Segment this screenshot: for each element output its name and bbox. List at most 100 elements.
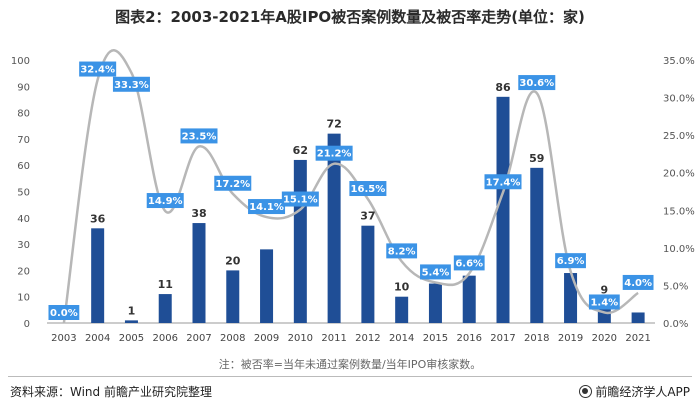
chart-title: 图表2：2003-2021年A股IPO被否案例数量及被否率走势(单位：家) <box>115 8 585 26</box>
bar-value-label: 9 <box>601 283 609 296</box>
x-axis-tick-label: 2019 <box>558 333 583 344</box>
rate-label-box <box>180 128 218 144</box>
rate-value-label: 14.1% <box>249 202 284 213</box>
rate-label-box <box>315 145 353 161</box>
x-axis-tick-label: 2004 <box>85 333 110 344</box>
rate-line <box>62 49 639 324</box>
bar-value-label: 86 <box>495 81 511 94</box>
x-axis-tick-label: 2010 <box>288 333 313 344</box>
bar <box>564 273 578 323</box>
rate-label-box <box>248 199 286 215</box>
rate-value-label: 33.3% <box>114 80 149 91</box>
y2-axis-tick-label: 10.0% <box>663 244 695 255</box>
y-axis-tick-label: 0 <box>24 319 30 330</box>
rate-value-label: 15.1% <box>283 195 318 206</box>
x-axis-tick-label: 2018 <box>524 333 549 344</box>
x-axis-tick-label: 2016 <box>456 333 481 344</box>
bar <box>192 223 206 323</box>
x-axis-tick-label: 2008 <box>220 333 245 344</box>
footer-divider <box>8 376 692 377</box>
y-axis-tick-label: 60 <box>17 161 30 172</box>
rate-value-label: 6.6% <box>455 258 483 269</box>
rate-label-box <box>349 181 387 197</box>
rate-label-box <box>555 253 586 269</box>
bar-value-label: 72 <box>326 118 341 131</box>
rate-value-label: 32.4% <box>80 65 115 76</box>
y2-axis-tick-label: 20.0% <box>663 169 695 180</box>
y-axis-tick-label: 30 <box>17 240 30 251</box>
bar-value-label: 37 <box>360 210 375 223</box>
y-axis-tick-label: 40 <box>17 214 30 225</box>
y2-axis-tick-label: 30.0% <box>663 94 695 105</box>
rate-value-label: 21.2% <box>317 149 352 160</box>
rate-value-label: 16.5% <box>351 184 386 195</box>
x-axis-tick-label: 2017 <box>490 333 515 344</box>
bar <box>124 320 138 323</box>
rate-value-label: 0.0% <box>50 308 78 319</box>
bar-value-label: 1 <box>128 304 136 317</box>
rate-label-box <box>453 255 485 271</box>
x-axis-tick-label: 2009 <box>254 333 279 344</box>
bar <box>428 283 442 323</box>
y2-axis-tick-label: 5.0% <box>663 281 688 292</box>
rate-label-box <box>484 174 522 190</box>
rate-value-label: 17.4% <box>486 177 521 188</box>
rate-value-label: 17.2% <box>215 179 250 190</box>
x-axis-tick-label: 2015 <box>423 333 448 344</box>
rate-label-box <box>112 76 150 92</box>
rate-label-box <box>146 193 184 209</box>
brand: 前瞻经济学人APP <box>579 383 690 400</box>
x-axis-tick-label: 2012 <box>355 333 380 344</box>
x-axis-tick-label: 2011 <box>321 333 346 344</box>
bar <box>158 294 172 323</box>
rate-value-label: 1.4% <box>590 297 618 308</box>
y-axis-tick-label: 80 <box>17 109 30 120</box>
rate-label-box <box>420 264 451 280</box>
y-axis-tick-label: 100 <box>11 56 30 67</box>
y-axis-tick-label: 90 <box>17 82 30 93</box>
rate-label-box <box>518 75 556 91</box>
rate-value-label: 5.4% <box>422 267 450 278</box>
bar <box>91 228 105 323</box>
x-axis-tick-label: 2014 <box>389 333 414 344</box>
rate-label-box <box>588 294 620 310</box>
x-axis-tick-label: 2005 <box>119 333 144 344</box>
bar <box>293 159 307 323</box>
bar <box>395 296 409 323</box>
rate-value-label: 6.9% <box>557 256 585 267</box>
bar-value-label: 62 <box>293 144 308 157</box>
y2-axis-tick-label: 25.0% <box>663 131 695 142</box>
source-text: 资料来源：Wind 前瞻产业研究院整理 <box>10 385 212 399</box>
x-axis-tick-label: 2003 <box>51 333 76 344</box>
bar <box>260 249 274 323</box>
brand-logo-icon <box>579 385 593 398</box>
rate-label-box <box>79 61 117 77</box>
rate-value-label: 23.5% <box>182 131 217 142</box>
x-axis-tick-label: 2006 <box>152 333 177 344</box>
bar <box>327 133 341 323</box>
chart-note: 注：被否率=当年未通过案例数量/当年IPO审核家数。 <box>218 358 482 371</box>
bar <box>530 167 544 323</box>
rate-value-label: 4.0% <box>624 278 652 289</box>
rate-label-box <box>622 274 654 290</box>
bar-value-label: 10 <box>394 281 410 294</box>
x-axis-tick-label: 2021 <box>625 333 650 344</box>
x-axis-tick-label: 2020 <box>592 333 617 344</box>
y-axis-tick-label: 70 <box>17 135 30 146</box>
y-axis-tick-label: 20 <box>17 266 30 277</box>
bar <box>462 275 476 323</box>
rate-label-box <box>386 243 418 259</box>
rate-label-box <box>214 175 252 191</box>
y2-axis-tick-label: 35.0% <box>663 56 695 67</box>
y2-axis-tick-label: 0.0% <box>663 319 688 330</box>
bar-value-label: 20 <box>225 254 241 267</box>
bar <box>631 312 645 323</box>
rate-label-box <box>48 305 80 320</box>
bar <box>361 225 375 323</box>
bar <box>496 96 510 323</box>
rate-value-label: 30.6% <box>519 78 554 89</box>
y-axis-tick-label: 50 <box>17 188 30 199</box>
rate-value-label: 14.9% <box>148 196 183 207</box>
x-axis-tick-label: 2007 <box>186 333 211 344</box>
